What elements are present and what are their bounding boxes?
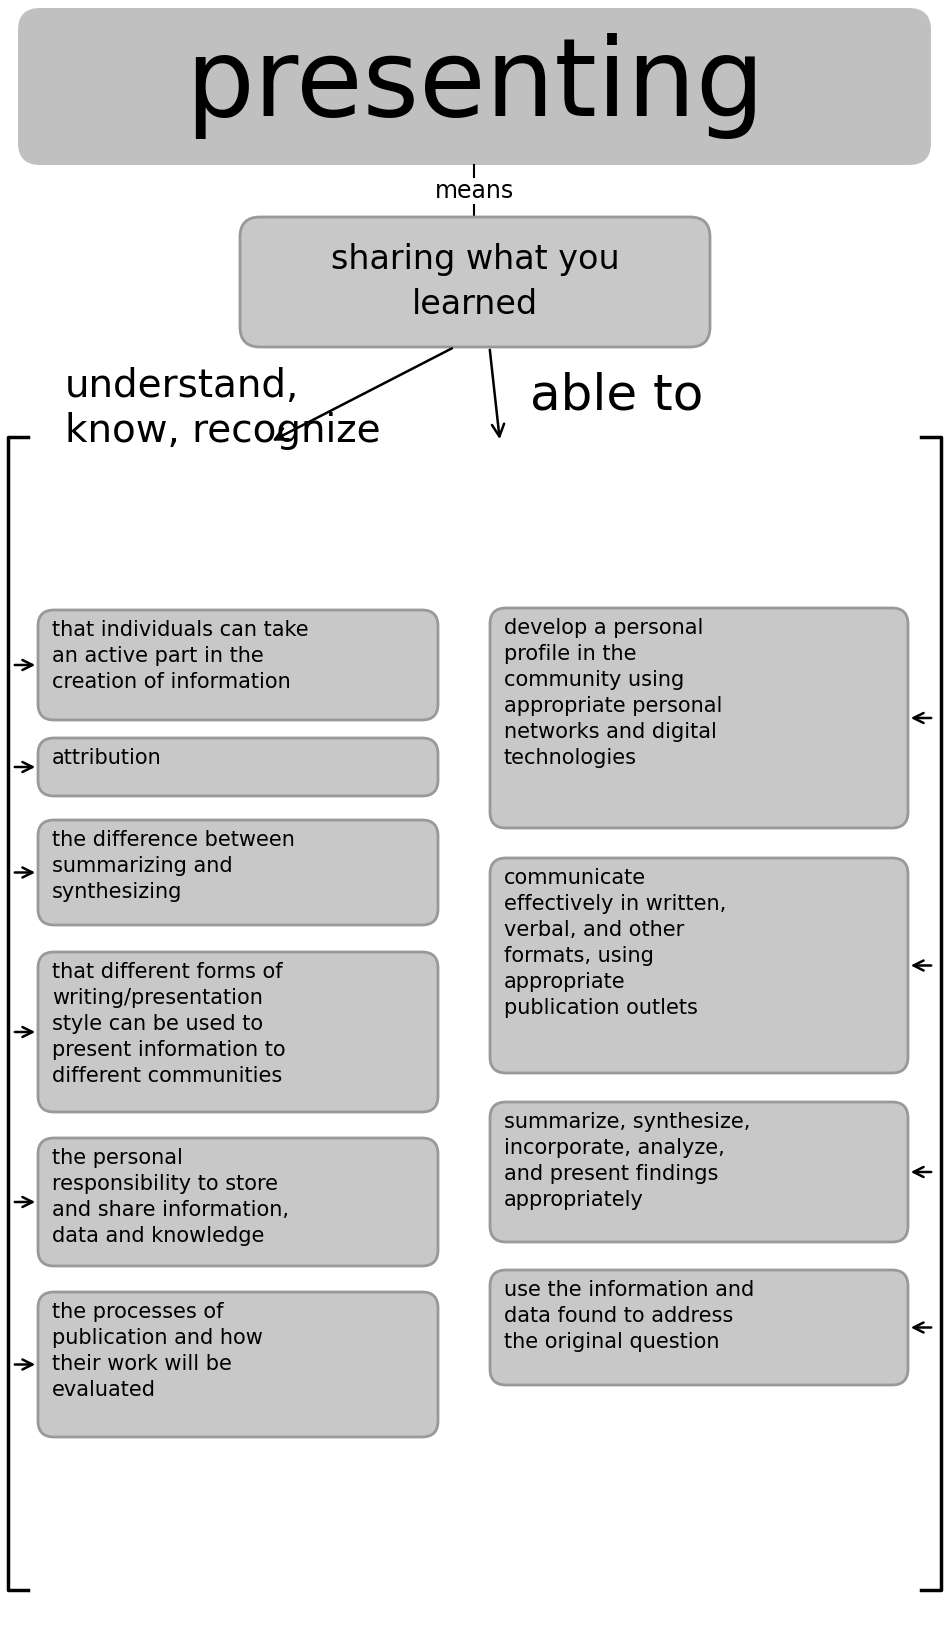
Text: presenting: presenting <box>185 34 764 140</box>
FancyBboxPatch shape <box>18 8 931 164</box>
Text: the personal
responsibility to store
and share information,
data and knowledge: the personal responsibility to store and… <box>52 1148 289 1246</box>
Text: the processes of
publication and how
their work will be
evaluated: the processes of publication and how the… <box>52 1302 263 1400</box>
Text: able to: able to <box>530 372 703 420</box>
FancyBboxPatch shape <box>38 610 438 720</box>
Text: sharing what you
learned: sharing what you learned <box>330 244 620 320</box>
FancyBboxPatch shape <box>38 1138 438 1267</box>
FancyBboxPatch shape <box>490 1102 908 1242</box>
FancyBboxPatch shape <box>38 820 438 925</box>
Text: communicate
effectively in written,
verbal, and other
formats, using
appropriate: communicate effectively in written, verb… <box>504 868 726 1018</box>
Text: means: means <box>435 179 514 203</box>
Text: that individuals can take
an active part in the
creation of information: that individuals can take an active part… <box>52 620 308 693</box>
Text: use the information and
data found to address
the original question: use the information and data found to ad… <box>504 1280 754 1353</box>
Text: attribution: attribution <box>52 748 161 767</box>
Text: the difference between
summarizing and
synthesizing: the difference between summarizing and s… <box>52 829 295 902</box>
FancyBboxPatch shape <box>490 859 908 1073</box>
FancyBboxPatch shape <box>38 951 438 1112</box>
FancyBboxPatch shape <box>490 1270 908 1385</box>
FancyBboxPatch shape <box>38 1293 438 1437</box>
Text: that different forms of
writing/presentation
style can be used to
present inform: that different forms of writing/presenta… <box>52 963 286 1086</box>
FancyBboxPatch shape <box>490 608 908 828</box>
FancyBboxPatch shape <box>240 216 710 346</box>
Text: understand,
know, recognize: understand, know, recognize <box>65 367 381 450</box>
FancyBboxPatch shape <box>38 738 438 797</box>
Text: summarize, synthesize,
incorporate, analyze,
and present findings
appropriately: summarize, synthesize, incorporate, anal… <box>504 1112 751 1210</box>
Text: develop a personal
profile in the
community using
appropriate personal
networks : develop a personal profile in the commun… <box>504 618 722 769</box>
